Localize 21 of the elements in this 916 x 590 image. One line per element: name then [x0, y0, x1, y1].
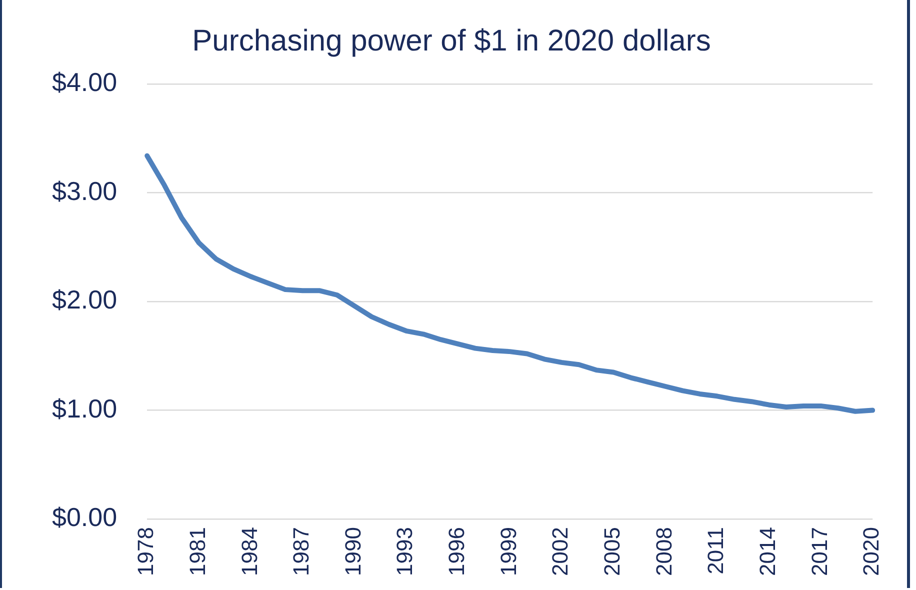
- x-tick-label: 2017: [806, 527, 832, 576]
- y-tick-label: $1.00: [52, 393, 118, 424]
- x-tick-label: 1993: [392, 527, 418, 576]
- x-tick-label: 2002: [548, 527, 573, 576]
- x-tick-label: 1987: [288, 527, 314, 576]
- x-tick-label: 1978: [133, 527, 158, 576]
- x-tick-label: 1981: [184, 527, 210, 576]
- x-tick-label: 1996: [444, 527, 470, 576]
- x-tick-label: 1990: [340, 527, 366, 576]
- x-tick-label: 2014: [755, 527, 780, 576]
- x-tick-label: 1984: [236, 527, 262, 576]
- x-tick-label: 2020: [858, 527, 884, 576]
- y-tick-label: $4.00: [52, 67, 118, 98]
- y-tick-label: $0.00: [52, 502, 118, 532]
- x-tick-label: 2011: [703, 527, 728, 574]
- x-tick-label: 2008: [651, 527, 676, 576]
- y-tick-label: $2.00: [52, 284, 118, 315]
- x-tick-label: 2005: [600, 527, 625, 576]
- chart-title: Purchasing power of $1 in 2020 dollars: [192, 24, 711, 58]
- y-tick-label: $3.00: [52, 176, 118, 206]
- x-tick-label: 1999: [496, 527, 521, 576]
